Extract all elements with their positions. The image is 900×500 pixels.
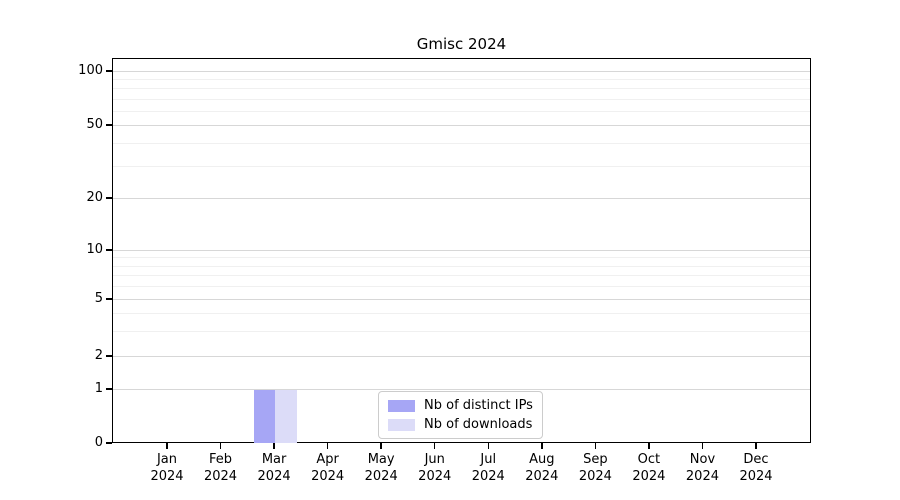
y-tick-label: 5 <box>94 291 103 306</box>
x-tick-mark <box>380 443 382 449</box>
major-gridline <box>113 198 810 199</box>
minor-gridline <box>113 331 810 332</box>
x-tick-mark <box>219 443 222 449</box>
y-tick-mark <box>106 355 112 357</box>
x-tick-month: May <box>367 452 395 467</box>
x-tick-mark <box>166 443 168 449</box>
minor-gridline <box>113 286 810 287</box>
major-gridline <box>113 389 810 390</box>
major-gridline <box>113 299 810 300</box>
minor-gridline <box>113 313 810 314</box>
x-tick-label: Aug 2024 <box>514 451 570 485</box>
y-tick-mark <box>106 298 112 300</box>
y-tick-mark <box>106 124 112 126</box>
x-tick-mark <box>541 443 543 449</box>
major-gridline <box>113 125 810 126</box>
major-gridline <box>113 71 810 72</box>
x-tick-label: Feb 2024 <box>193 451 249 485</box>
y-tick-label: 50 <box>86 117 103 132</box>
y-tick-mark <box>106 442 112 444</box>
x-tick-year: 2024 <box>685 469 719 484</box>
x-tick-mark <box>701 443 704 449</box>
x-tick-month: Jul <box>480 452 497 467</box>
chart-title: Gmisc 2024 <box>416 35 507 53</box>
y-tick-label: 2 <box>94 348 103 363</box>
minor-gridline <box>113 99 810 100</box>
legend-label: Nb of distinct IPs <box>424 398 533 413</box>
x-tick-mark <box>326 443 329 449</box>
minor-gridline <box>113 143 810 144</box>
legend-row: Nb of downloads <box>388 417 533 432</box>
minor-gridline <box>113 88 810 89</box>
minor-gridline <box>113 79 810 80</box>
x-tick-month: Jan <box>156 452 178 467</box>
legend-label: Nb of downloads <box>424 417 533 432</box>
x-tick-year: 2024 <box>311 469 345 484</box>
x-tick-year: 2024 <box>364 469 398 484</box>
x-tick-month: Mar <box>261 452 287 467</box>
y-tick-label: 0 <box>94 435 103 450</box>
legend-row: Nb of distinct IPs <box>388 398 533 413</box>
x-tick-label: Nov 2024 <box>674 451 730 485</box>
legend: Nb of distinct IPs Nb of downloads <box>378 391 543 439</box>
x-tick-label: Jul 2024 <box>460 451 516 485</box>
x-tick-year: 2024 <box>471 469 505 484</box>
legend-swatch <box>388 418 415 431</box>
y-tick-label: 10 <box>86 242 103 257</box>
x-tick-year: 2024 <box>632 469 666 484</box>
bar-nb-of-distinct-ips <box>253 390 276 443</box>
x-tick-month: Oct <box>637 452 661 467</box>
legend-swatch <box>388 399 415 412</box>
x-tick-mark <box>487 443 490 449</box>
x-tick-mark <box>755 443 757 449</box>
x-tick-year: 2024 <box>418 469 452 484</box>
x-tick-month: Aug <box>529 452 555 467</box>
x-tick-month: Apr <box>316 452 339 467</box>
x-tick-mark <box>648 443 650 449</box>
x-tick-month: Sep <box>583 452 608 467</box>
bar-nb-of-downloads <box>275 390 297 443</box>
y-tick-mark <box>106 70 112 72</box>
x-tick-year: 2024 <box>578 469 612 484</box>
y-tick-mark <box>106 249 112 251</box>
x-tick-mark <box>594 443 597 449</box>
minor-gridline <box>113 266 810 267</box>
x-tick-label: Apr 2024 <box>300 451 356 485</box>
y-tick-label: 1 <box>94 381 103 396</box>
minor-gridline <box>113 257 810 258</box>
x-tick-month: Dec <box>743 452 769 467</box>
x-tick-year: 2024 <box>203 469 238 484</box>
plot-area <box>112 58 811 443</box>
x-tick-label: Jan 2024 <box>139 451 195 485</box>
x-tick-label: Mar 2024 <box>246 451 302 485</box>
x-tick-label: May 2024 <box>353 451 409 485</box>
x-tick-mark <box>273 443 275 449</box>
x-tick-year: 2024 <box>257 469 291 484</box>
y-tick-label: 100 <box>78 63 103 78</box>
x-tick-month: Nov <box>689 452 716 467</box>
x-tick-month: Feb <box>209 452 233 467</box>
x-tick-month: Jun <box>424 452 445 467</box>
y-tick-mark <box>106 388 112 390</box>
x-tick-label: Oct 2024 <box>621 451 677 485</box>
x-tick-mark <box>433 443 436 449</box>
minor-gridline <box>113 166 810 167</box>
x-tick-year: 2024 <box>525 469 559 484</box>
minor-gridline <box>113 275 810 276</box>
x-tick-year: 2024 <box>150 469 184 484</box>
x-tick-label: Sep 2024 <box>567 451 623 485</box>
x-tick-label: Dec 2024 <box>728 451 784 485</box>
minor-gridline <box>113 111 810 112</box>
x-tick-label: Jun 2024 <box>407 451 463 485</box>
major-gridline <box>113 356 810 357</box>
x-tick-year: 2024 <box>739 469 773 484</box>
y-tick-label: 20 <box>86 190 103 205</box>
y-tick-mark <box>106 197 112 199</box>
major-gridline <box>113 250 810 251</box>
